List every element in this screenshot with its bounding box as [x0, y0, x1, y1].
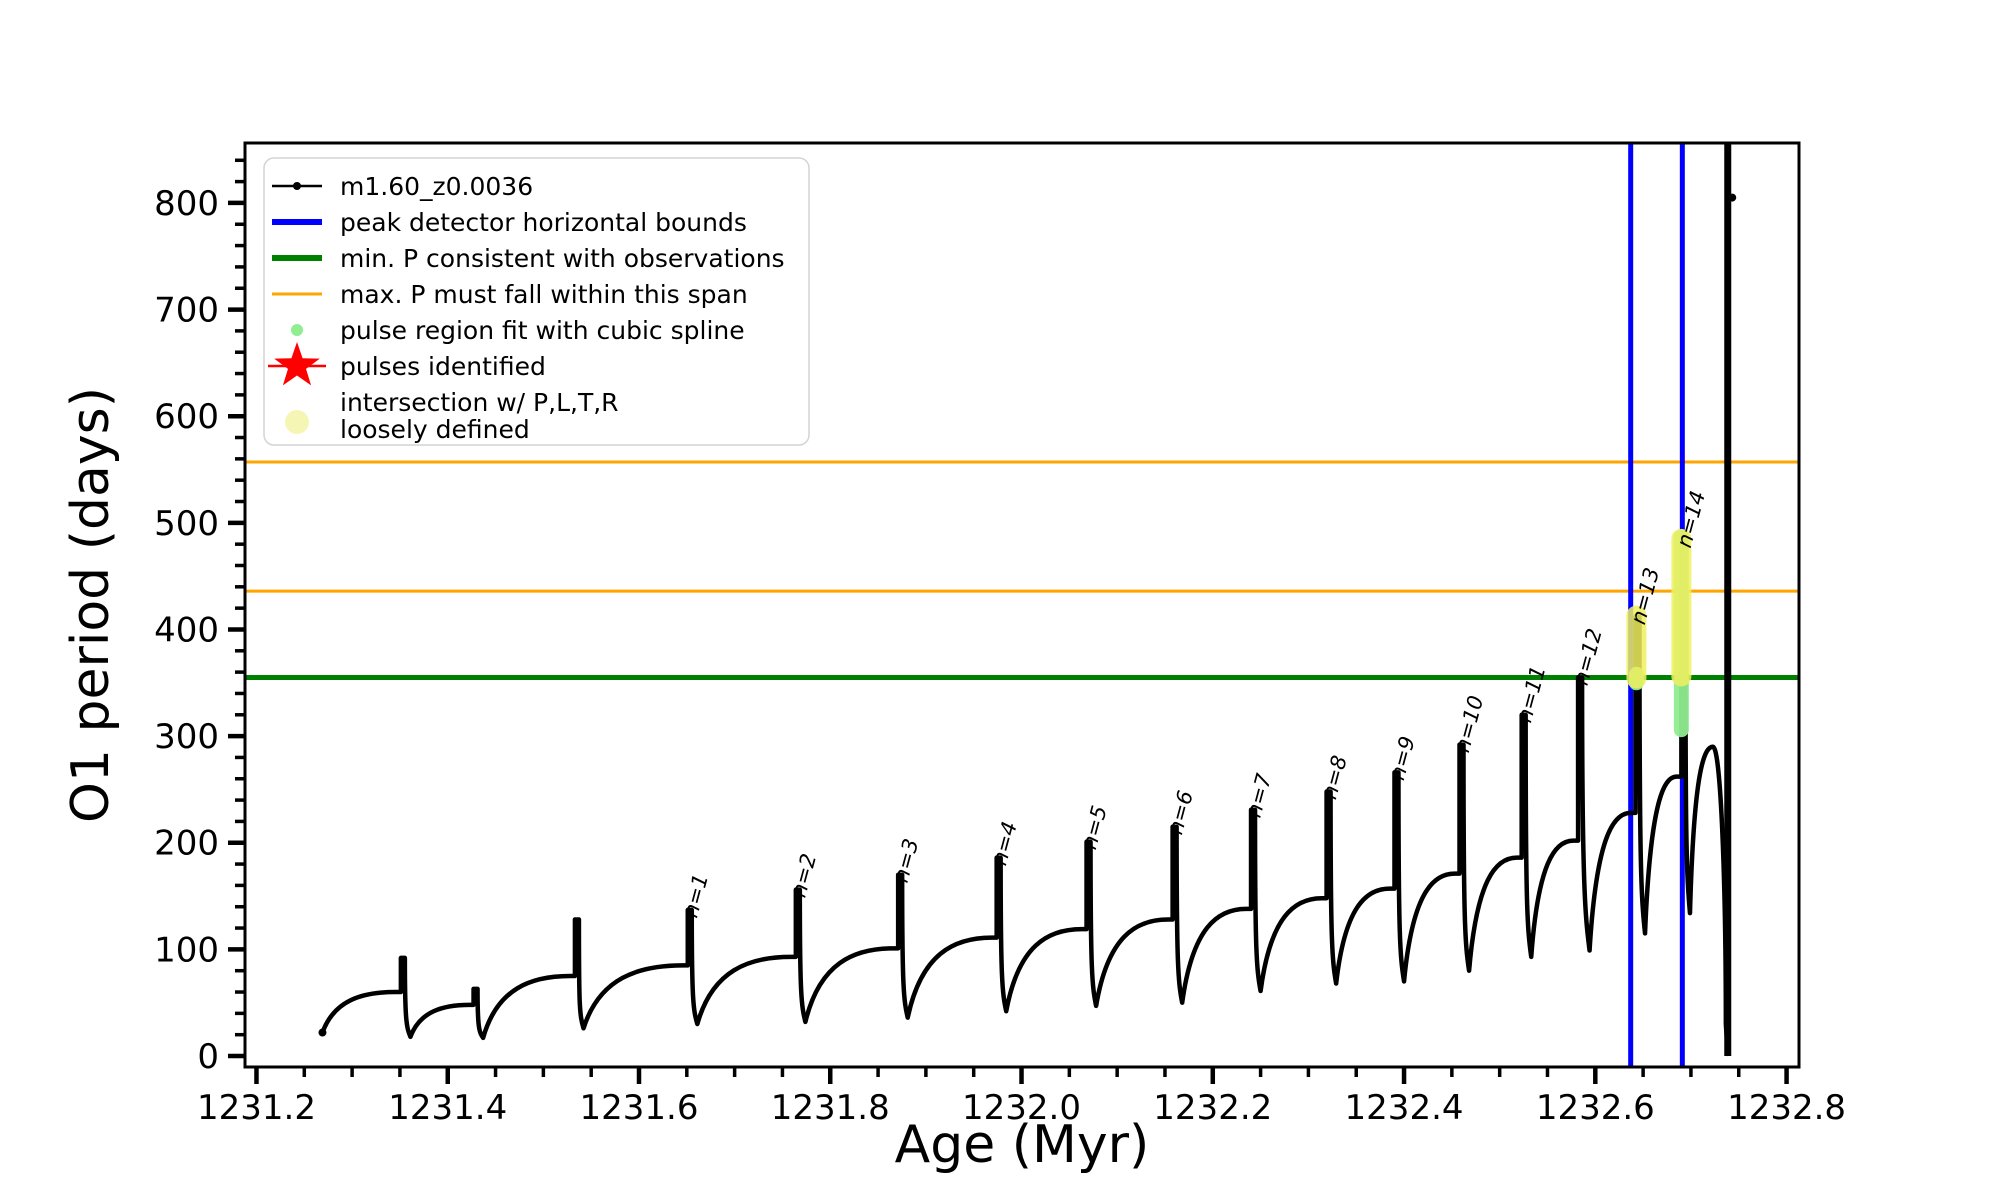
legend-label: peak detector horizontal bounds	[340, 208, 747, 237]
pulse-label-n11: n=11	[1512, 663, 1550, 725]
legend-item-4: pulse region fit with cubic spline	[291, 316, 745, 345]
pulse-labels: n=1 n=2 n=3 n=4 n=5 n=6 n=7 n=8 n=9n=10 n=11n=12n…	[678, 488, 1710, 920]
y-tick-label: 0	[197, 1037, 219, 1077]
pulse-label-n10: n=10	[1450, 693, 1488, 755]
axes-ticks: 1231.2 1231.4 1231.6 1231.8 1232.0 1232.2 1232…	[154, 158, 1846, 1128]
x-tick-label: 1231.2	[197, 1088, 316, 1128]
legend-label: m1.60_z0.0036	[340, 172, 533, 201]
y-tick-label: 300	[154, 717, 219, 757]
x-tick-label: 1231.4	[388, 1088, 507, 1128]
pulse-label-n5: n=5	[1077, 803, 1112, 852]
legend-item-1: peak detector horizontal bounds	[272, 208, 747, 237]
star-icon	[274, 342, 320, 386]
legend-label: pulses identified	[340, 352, 546, 381]
pulse-label-n9: n=9	[1385, 734, 1420, 783]
legend-label: intersection w/ P,L,T,R	[340, 388, 619, 417]
pulse-label-n2: n=2	[786, 851, 821, 900]
x-tick-label: 1232.8	[1727, 1088, 1846, 1128]
y-tick-label: 400	[154, 610, 219, 650]
legend-item-2: min. P consistent with observations	[272, 244, 785, 273]
legend-label: min. P consistent with observations	[340, 244, 785, 273]
legend-item-0: m1.60_z0.0036	[272, 172, 533, 201]
pulse-label-n1: n=1	[678, 871, 713, 920]
x-tick-label: 1232.6	[1536, 1088, 1655, 1128]
y-tick-label: 800	[154, 184, 219, 224]
legend-label: pulse region fit with cubic spline	[340, 316, 745, 345]
spline-dot-icon	[291, 324, 303, 336]
y-axis-title: O1 period (days)	[61, 387, 121, 823]
legend-item-3: max. P must fall within this span	[272, 280, 748, 309]
y-tick-label: 200	[154, 824, 219, 864]
x-tick-label: 1231.6	[580, 1088, 699, 1128]
pulse-label-n3: n=3	[889, 836, 924, 885]
intersection-dot-icon	[285, 410, 309, 434]
evolution-track	[320, 537, 1731, 1057]
y-tick-label: 100	[154, 930, 219, 970]
legend-label: max. P must fall within this span	[340, 280, 748, 309]
x-tick-label: 1232.4	[1345, 1088, 1464, 1128]
dot-marker-icon	[293, 182, 301, 190]
y-tick-label: 700	[154, 291, 219, 331]
pulse-label-n6: n=6	[1163, 788, 1198, 837]
x-tick-label: 1231.8	[771, 1088, 890, 1128]
plot-area	[245, 143, 1799, 1067]
y-tick-label: 500	[154, 504, 219, 544]
legend-box	[263, 157, 810, 446]
x-axis-title: Age (Myr)	[895, 1115, 1150, 1175]
legend-item-5: pulses identified	[268, 342, 546, 386]
legend-label: loosely defined	[340, 415, 530, 444]
pulse-label-n4: n=4	[987, 819, 1022, 868]
pulse-label-n7: n=7	[1242, 770, 1277, 820]
y-tick-label: 600	[154, 397, 219, 437]
x-tick-label: 1232.0	[962, 1088, 1081, 1128]
axes-frame	[243, 141, 1801, 1069]
track-start-marker	[318, 1028, 327, 1037]
x-tick-label: 1232.2	[1153, 1088, 1272, 1128]
pulse-label-n14: n=14	[1672, 488, 1710, 550]
pulse-label-n8: n=8	[1317, 753, 1352, 802]
track-end-marker	[1728, 193, 1737, 202]
